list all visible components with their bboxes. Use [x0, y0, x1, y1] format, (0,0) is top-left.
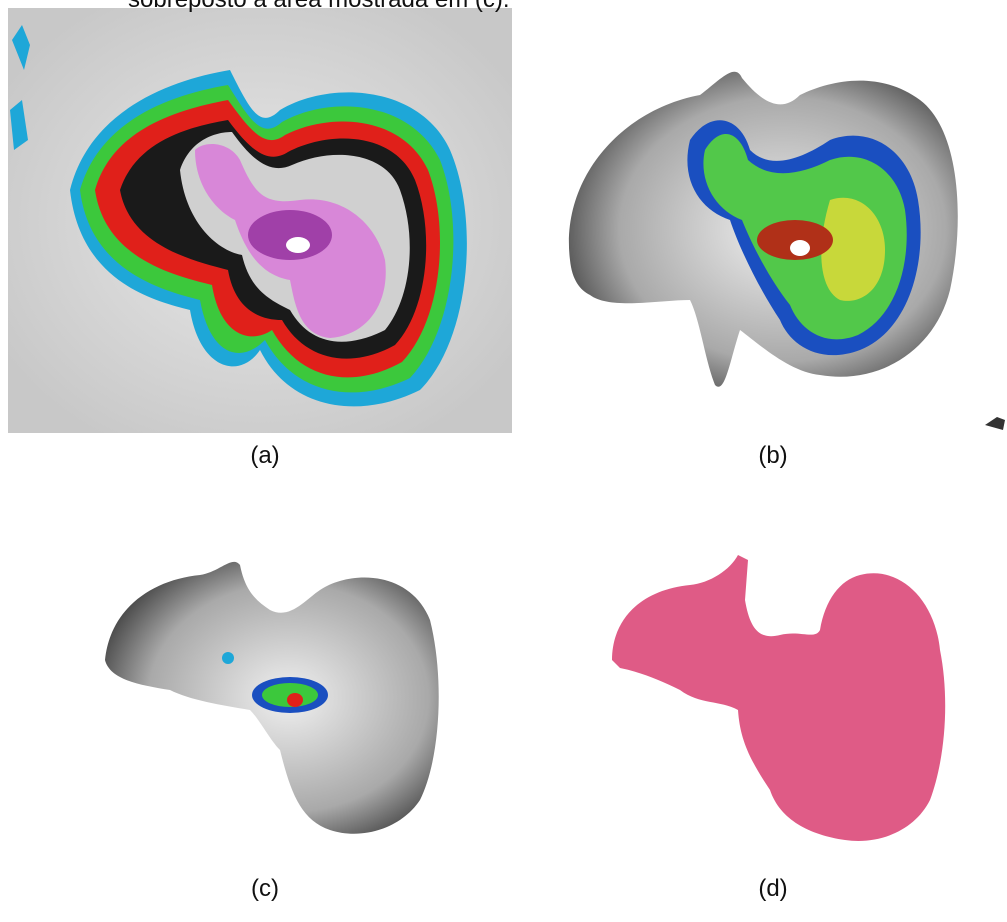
panel-label: (b)	[758, 442, 787, 470]
panel-label: (a)	[250, 442, 279, 470]
panel-label: (d)	[758, 875, 787, 903]
caption-text: sobreposto à área mostrada em (c).	[128, 0, 510, 14]
panel-c-image	[105, 562, 439, 834]
panel-a-image	[8, 8, 512, 433]
panel-b-image	[569, 72, 1005, 430]
page: {"text_fragment": "sobreposto à área mos…	[0, 0, 1007, 922]
panel-label: (c)	[251, 875, 279, 903]
panel-d-image	[612, 555, 945, 841]
figure	[0, 0, 1007, 922]
